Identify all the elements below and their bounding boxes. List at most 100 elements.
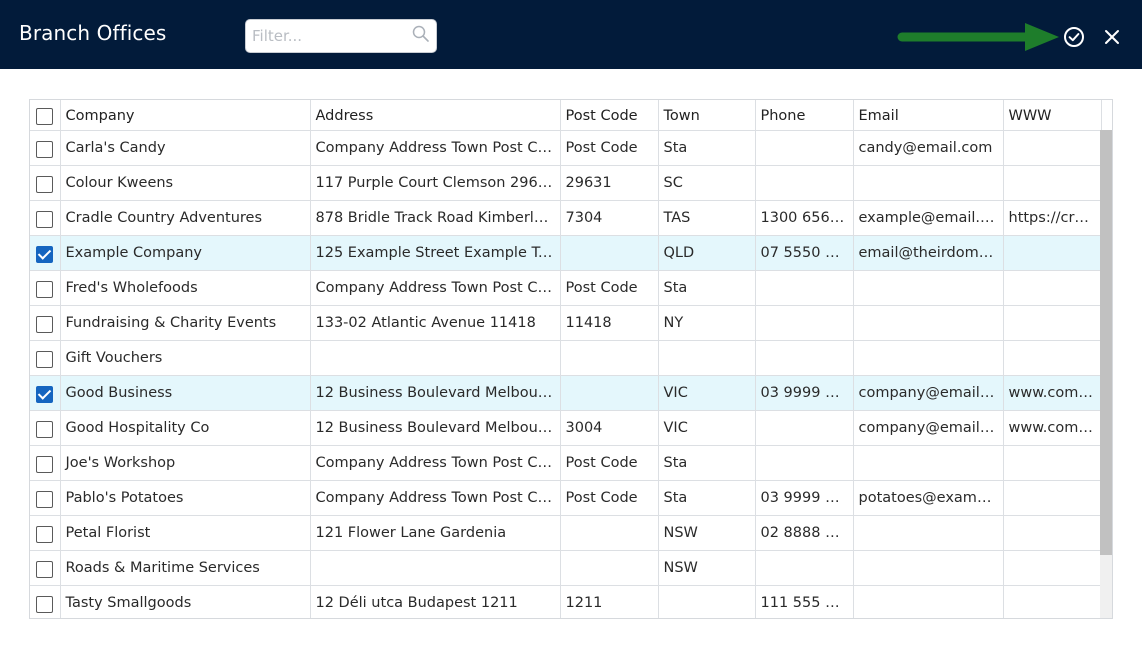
cell-email xyxy=(853,165,1004,201)
select-all-checkbox[interactable] xyxy=(30,100,61,131)
column-header-phone[interactable]: Phone xyxy=(755,100,854,131)
cell-address: 121 Flower Lane Gardenia xyxy=(310,515,561,551)
cell-company: Example Company xyxy=(60,235,311,271)
table-row[interactable]: Fundraising & Charity Events 133-02 Atlan… xyxy=(30,305,1102,341)
cell-company: Good Business xyxy=(60,375,311,411)
cell-postcode: 29631 xyxy=(560,165,659,201)
table-row[interactable]: Carla's Candy Company Address Town Post C… xyxy=(30,130,1102,166)
cell-postcode xyxy=(560,515,659,551)
table-row[interactable]: Roads & Maritime Services NSW xyxy=(30,550,1102,586)
row-checkbox[interactable] xyxy=(30,550,61,586)
row-checkbox[interactable] xyxy=(30,200,61,236)
cell-postcode: 1211 xyxy=(560,585,659,618)
cell-email xyxy=(853,585,1004,618)
table-row[interactable]: Good Hospitality Co 12 Business Boulevard… xyxy=(30,410,1102,446)
table-row[interactable]: Pablo's Potatoes Company Address Town Pos… xyxy=(30,480,1102,516)
row-checkbox[interactable] xyxy=(30,515,61,551)
cell-postcode: 3004 xyxy=(560,410,659,446)
cell-www: www.comp… xyxy=(1003,410,1102,446)
table-row[interactable]: Joe's Workshop Company Address Town Post … xyxy=(30,445,1102,481)
cell-phone: 02 8888 55… xyxy=(755,515,854,551)
cell-address: 12 Business Boulevard Melbourne xyxy=(310,375,561,411)
row-checkbox[interactable] xyxy=(30,480,61,516)
row-checkbox[interactable] xyxy=(30,410,61,446)
cell-postcode: 7304 xyxy=(560,200,659,236)
cell-phone xyxy=(755,445,854,481)
cell-phone xyxy=(755,130,854,166)
cell-www xyxy=(1003,165,1102,201)
cell-phone xyxy=(755,550,854,586)
row-checkbox[interactable] xyxy=(30,375,61,411)
search-icon[interactable] xyxy=(411,24,431,44)
title-bar: Branch Offices xyxy=(0,0,1142,69)
table-row[interactable]: Gift Vouchers xyxy=(30,340,1102,376)
cell-phone: 111 555 222 xyxy=(755,585,854,618)
cell-email: potatoes@example… xyxy=(853,480,1004,516)
cell-company: Gift Vouchers xyxy=(60,340,311,376)
cell-company: Colour Kweens xyxy=(60,165,311,201)
cell-www xyxy=(1003,585,1102,618)
column-header-email[interactable]: Email xyxy=(853,100,1004,131)
column-header-company[interactable]: Company xyxy=(60,100,311,131)
table-row[interactable]: Tasty Smallgoods 12 Déli utca Budapest 12… xyxy=(30,585,1102,618)
arrow-annotation xyxy=(897,23,1059,51)
cell-postcode: Post Code xyxy=(560,445,659,481)
row-checkbox[interactable] xyxy=(30,445,61,481)
branch-table: Company Address Post Code Town Phone Ema… xyxy=(30,100,1102,618)
page-title: Branch Offices xyxy=(19,21,167,45)
row-checkbox[interactable] xyxy=(30,270,61,306)
cell-address: Company Address Town Post Code xyxy=(310,445,561,481)
cell-www xyxy=(1003,445,1102,481)
cell-www xyxy=(1003,515,1102,551)
cell-address: 12 Déli utca Budapest 1211 xyxy=(310,585,561,618)
cell-email: company@email.co… xyxy=(853,410,1004,446)
cell-town xyxy=(658,585,756,618)
cell-town: Sta xyxy=(658,480,756,516)
branch-offices-grid: Company Address Post Code Town Phone Ema… xyxy=(29,99,1113,619)
cell-postcode xyxy=(560,375,659,411)
cell-phone xyxy=(755,340,854,376)
row-checkbox[interactable] xyxy=(30,340,61,376)
cell-email xyxy=(853,550,1004,586)
row-checkbox[interactable] xyxy=(30,585,61,618)
scrollbar-thumb[interactable] xyxy=(1100,130,1112,555)
cell-www xyxy=(1003,130,1102,166)
cell-town: TAS xyxy=(658,200,756,236)
cell-town xyxy=(658,340,756,376)
cell-email xyxy=(853,305,1004,341)
table-row[interactable]: Good Business 12 Business Boulevard Melbo… xyxy=(30,375,1102,411)
filter-box[interactable] xyxy=(245,19,437,53)
row-checkbox[interactable] xyxy=(30,235,61,271)
table-row[interactable]: Fred's Wholefoods Company Address Town Po… xyxy=(30,270,1102,306)
vertical-scrollbar[interactable] xyxy=(1100,130,1112,618)
table-row[interactable]: Cradle Country Adventures 878 Bridle Trac… xyxy=(30,200,1102,236)
table-row[interactable]: Petal Florist 121 Flower Lane Gardenia NSW… xyxy=(30,515,1102,551)
cell-www xyxy=(1003,270,1102,306)
table-row[interactable]: Example Company 125 Example Street Exampl… xyxy=(30,235,1102,271)
check-circle-icon[interactable] xyxy=(1061,24,1087,50)
cell-postcode: 11418 xyxy=(560,305,659,341)
cell-email: company@email.co… xyxy=(853,375,1004,411)
cell-email xyxy=(853,515,1004,551)
cell-address: Company Address Town Post Code xyxy=(310,480,561,516)
cell-email xyxy=(853,340,1004,376)
row-checkbox[interactable] xyxy=(30,305,61,341)
column-header-www[interactable]: WWW xyxy=(1003,100,1102,131)
row-checkbox[interactable] xyxy=(30,165,61,201)
row-checkbox[interactable] xyxy=(30,130,61,166)
close-icon[interactable] xyxy=(1101,26,1123,48)
column-header-postcode[interactable]: Post Code xyxy=(560,100,659,131)
cell-phone xyxy=(755,270,854,306)
cell-company: Petal Florist xyxy=(60,515,311,551)
cell-address: 117 Purple Court Clemson 29631 xyxy=(310,165,561,201)
table-row[interactable]: Colour Kweens 117 Purple Court Clemson 29… xyxy=(30,165,1102,201)
column-header-address[interactable]: Address xyxy=(310,100,561,131)
cell-town: VIC xyxy=(658,375,756,411)
cell-company: Pablo's Potatoes xyxy=(60,480,311,516)
cell-email: candy@email.com xyxy=(853,130,1004,166)
cell-company: Fundraising & Charity Events xyxy=(60,305,311,341)
cell-phone xyxy=(755,165,854,201)
filter-input[interactable] xyxy=(246,20,406,52)
column-header-town[interactable]: Town xyxy=(658,100,756,131)
cell-www xyxy=(1003,340,1102,376)
